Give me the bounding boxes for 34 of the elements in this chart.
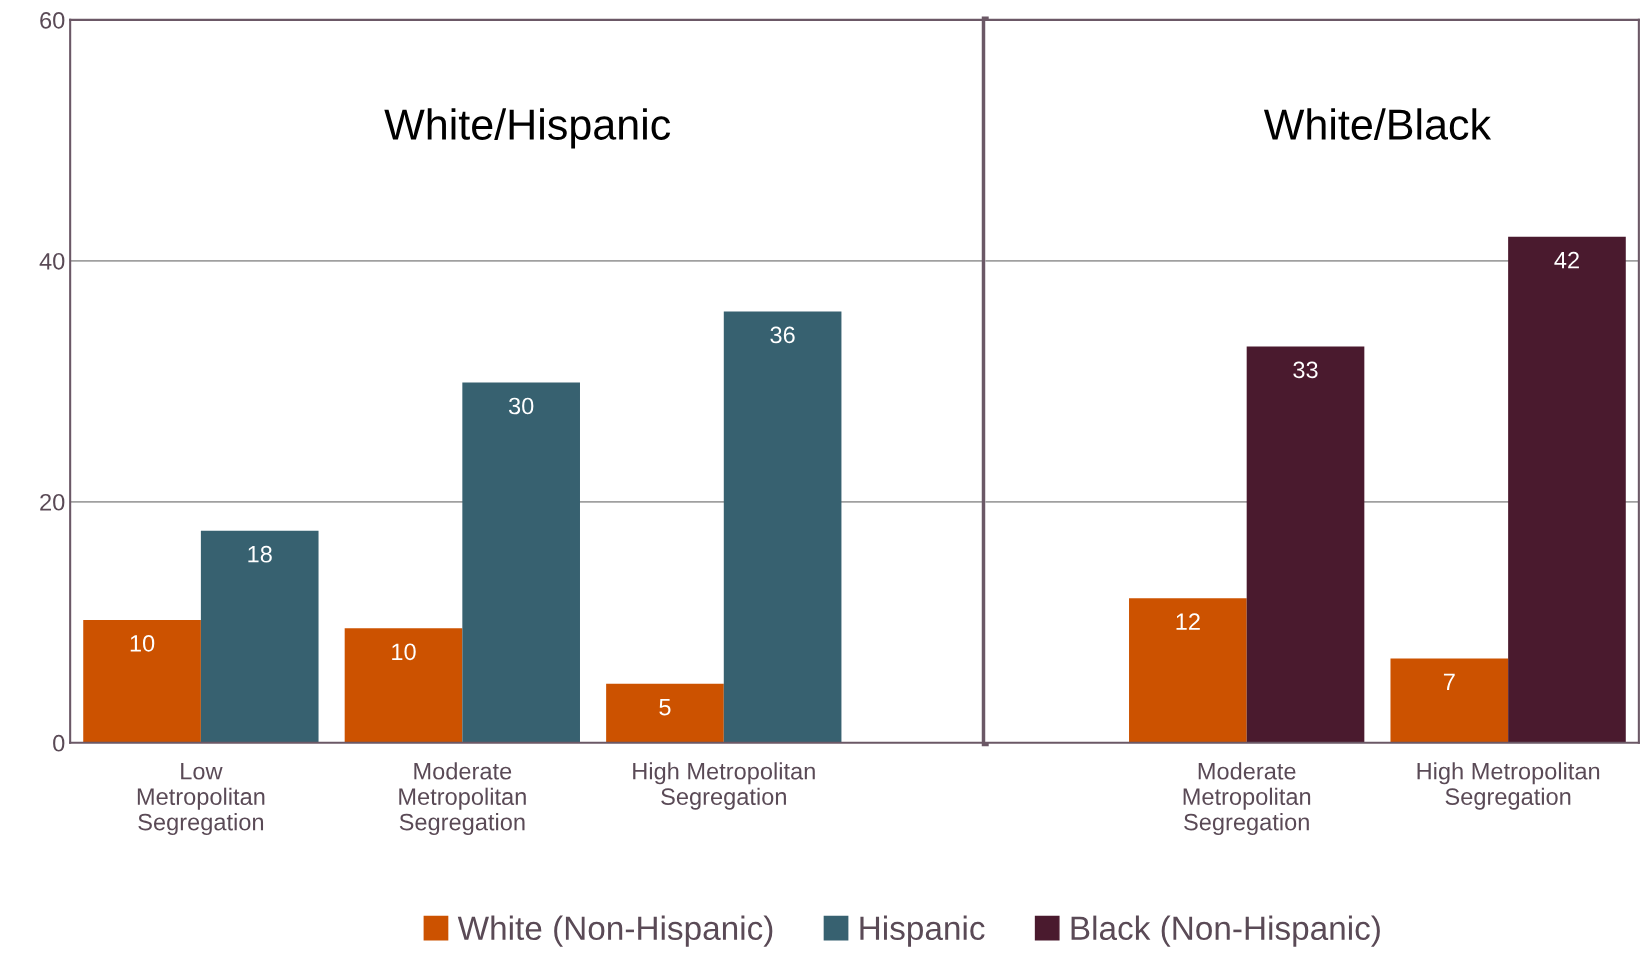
text: White/Black <box>1263 108 1492 140</box>
x-tick-label: High Metropolitan Segregation <box>1417 762 1600 810</box>
bar <box>344 628 463 743</box>
legend-label: Hispanic <box>860 915 985 947</box>
legend-label: Black (Non-Hispanic) <box>1071 915 1380 947</box>
bar <box>1246 346 1365 743</box>
y-tick-label: 0 <box>53 734 65 752</box>
bar <box>1508 236 1626 743</box>
data-label: 7 <box>1443 673 1455 691</box>
data-label: 30 <box>508 397 534 415</box>
data-label: 36 <box>770 326 795 344</box>
data-label: 10 <box>392 643 416 661</box>
bar <box>1129 598 1247 743</box>
x-tick-label: Moderate Metropolitan Segregation <box>1183 762 1311 836</box>
data-label: 10 <box>130 634 155 652</box>
x-tick-label: Low Metropolitan Segregation <box>137 763 265 836</box>
x-tick-label: Moderate Metropolitan Segregation <box>399 762 526 836</box>
bar <box>606 683 724 743</box>
legend-label: White (Non-Hispanic) <box>457 915 773 947</box>
bar <box>200 530 319 743</box>
bar <box>723 311 842 743</box>
bar <box>83 619 201 743</box>
data-label: 12 <box>1176 613 1200 630</box>
text: White/Hispanic <box>384 108 671 149</box>
y-tick-label: 20 <box>40 493 65 511</box>
data-label: 18 <box>248 545 272 563</box>
data-label: 42 <box>1554 251 1579 269</box>
data-label: 5 <box>659 699 671 716</box>
bar <box>462 382 580 743</box>
y-tick-label: 60 <box>40 11 65 29</box>
bar <box>1390 658 1509 743</box>
y-tick-label: 40 <box>39 252 65 270</box>
data-label: 33 <box>1293 361 1318 379</box>
x-tick-label: High Metropolitan Segregation <box>633 762 815 810</box>
